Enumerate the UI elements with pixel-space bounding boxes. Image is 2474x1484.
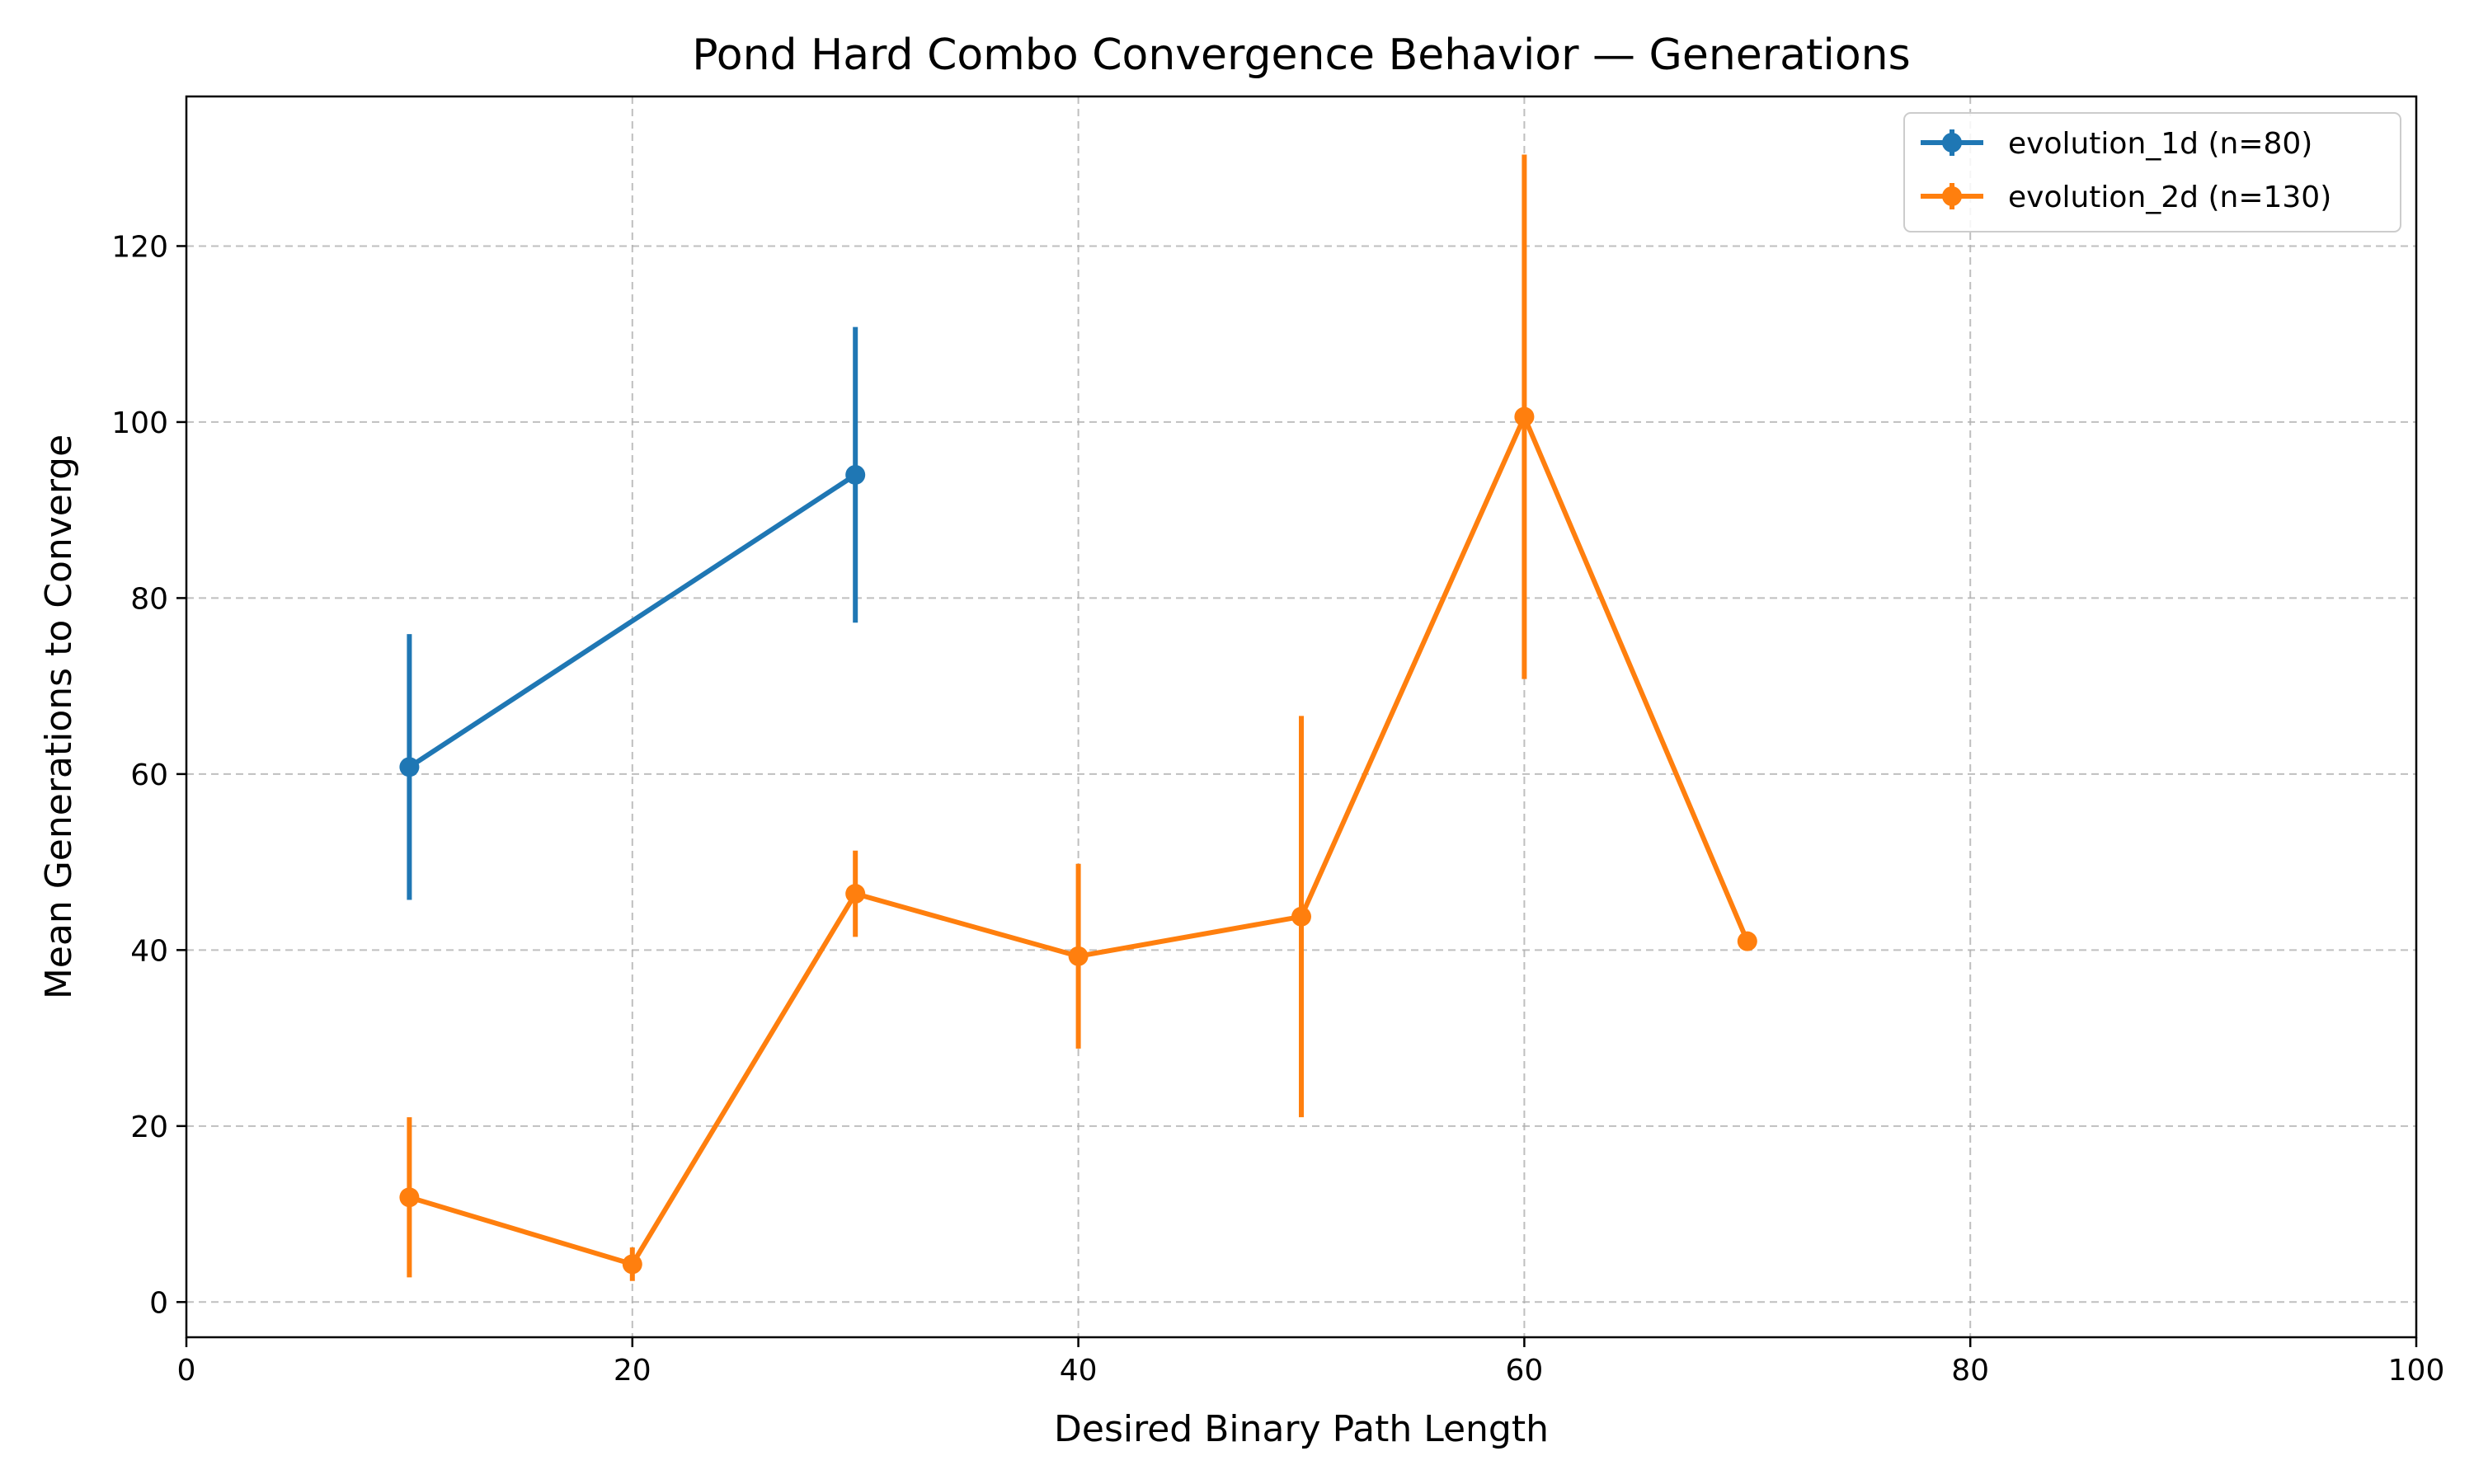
legend: evolution_1d (n=80) evolution_2d (n=130) bbox=[1903, 112, 2401, 232]
y-tick-label: 40 bbox=[130, 934, 168, 968]
series-2 bbox=[399, 154, 1757, 1281]
x-tick-label: 60 bbox=[1505, 1354, 1543, 1388]
y-tick-label: 0 bbox=[149, 1286, 168, 1320]
legend-label: evolution_2d (n=130) bbox=[2008, 181, 2331, 214]
legend-swatch-marker bbox=[1942, 133, 1962, 153]
x-tick-label: 0 bbox=[177, 1354, 196, 1388]
y-tick-label: 80 bbox=[130, 582, 168, 616]
x-tick-label: 100 bbox=[2388, 1354, 2445, 1388]
series-line bbox=[407, 472, 857, 769]
x-tick-label: 40 bbox=[1060, 1354, 1098, 1388]
data-point bbox=[399, 757, 420, 777]
data-point bbox=[622, 1254, 642, 1275]
y-tick-label: 120 bbox=[111, 230, 168, 264]
legend-label: evolution_1d (n=80) bbox=[2008, 127, 2312, 161]
chart-title: Pond Hard Combo Convergence Behavior — G… bbox=[692, 31, 1910, 80]
y-axis-label: Mean Generations to Converge bbox=[38, 434, 80, 999]
series-layer bbox=[399, 154, 1757, 1281]
data-point bbox=[399, 1187, 420, 1208]
legend-swatch-marker bbox=[1942, 186, 1962, 206]
ticks: 0 20 40 60 80 100 0 20 40 60 80 100 120 bbox=[111, 230, 2444, 1388]
legend-item: evolution_2d (n=130) bbox=[1921, 181, 2331, 214]
y-tick-label: 60 bbox=[130, 758, 168, 792]
data-point bbox=[1737, 931, 1757, 951]
x-axis-label: Desired Binary Path Length bbox=[1054, 1408, 1549, 1450]
legend-item: evolution_1d (n=80) bbox=[1921, 127, 2312, 161]
x-tick-label: 20 bbox=[614, 1354, 651, 1388]
y-tick-label: 100 bbox=[111, 406, 168, 440]
data-point bbox=[1068, 946, 1089, 966]
y-tick-label: 20 bbox=[130, 1111, 168, 1144]
series-1 bbox=[399, 326, 866, 900]
legend-box bbox=[1903, 112, 2401, 232]
data-point bbox=[845, 464, 866, 485]
data-point bbox=[1514, 406, 1535, 427]
data-point bbox=[1291, 906, 1311, 927]
x-tick-label: 80 bbox=[1951, 1354, 1989, 1388]
plot-frame bbox=[185, 95, 2418, 1339]
data-point bbox=[845, 884, 866, 904]
